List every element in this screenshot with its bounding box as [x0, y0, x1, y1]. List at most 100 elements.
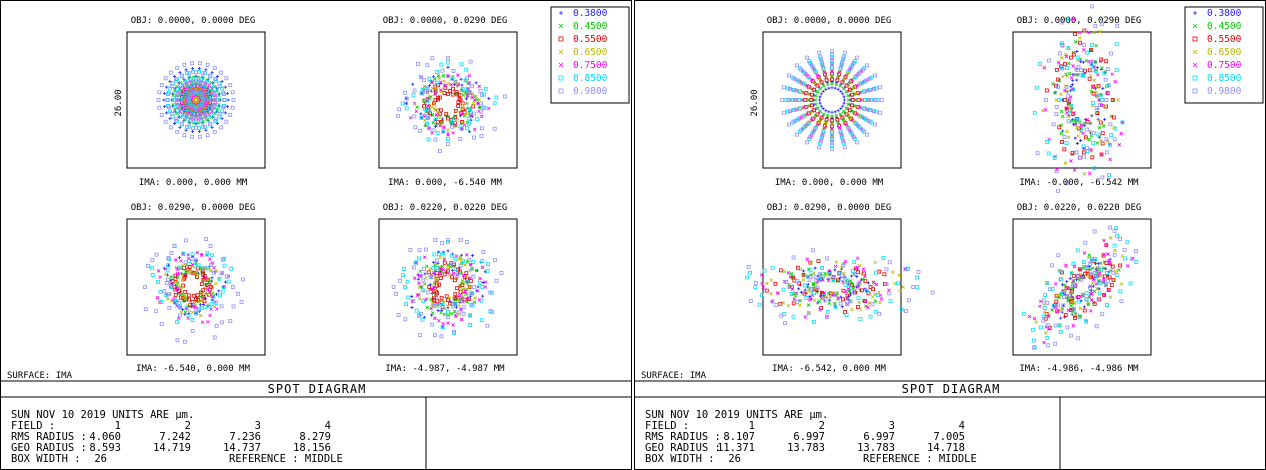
spot-point-w6-14 — [440, 325, 445, 330]
spot-point-w5-41 — [464, 253, 469, 257]
spot-point-w7-11 — [194, 310, 198, 315]
spot-point-w6-38 — [1090, 42, 1094, 47]
spot-point-w7-36 — [831, 276, 836, 280]
spot-point-w1-9 — [824, 109, 828, 113]
spot-point-w6-22 — [158, 289, 163, 294]
spot-point-w6-66 — [818, 54, 823, 59]
spot-point-w6-22 — [404, 106, 409, 111]
spot-point-w5-43 — [830, 63, 834, 68]
spot-point-w5-11 — [453, 313, 458, 317]
spot-point-w6-16 — [791, 314, 796, 319]
spot-point-w4-16 — [1078, 306, 1083, 311]
spot-point-w1-10 — [821, 107, 825, 111]
spot-point-w2-20 — [834, 82, 839, 87]
spot-point-w7-38 — [449, 261, 454, 266]
spot-point-w7-2 — [202, 102, 207, 107]
spot-point-w7-7 — [830, 134, 834, 139]
spot-point-w1-31 — [178, 256, 182, 260]
spot-point-w1-69 — [163, 105, 167, 109]
spot-point-w6-48 — [188, 77, 193, 82]
footer-reference: REFERENCE : MIDDLE — [863, 453, 977, 465]
spot-point-w6-4 — [468, 110, 473, 115]
footer-geo-label: GEO RADIUS : — [11, 442, 87, 454]
spot-point-w7-26 — [397, 278, 402, 283]
spot-point-w2-6 — [1117, 268, 1121, 272]
spot-point-w6-12 — [200, 94, 205, 99]
spot-point-w2-73 — [175, 84, 179, 89]
spot-point-w7-26 — [146, 263, 150, 268]
spot-point-w6-1 — [915, 285, 920, 289]
spot-point-w7-2 — [1098, 103, 1103, 107]
spot-point-w6-20 — [757, 302, 762, 307]
spot-point-w3-31 — [796, 265, 800, 270]
spot-point-w7-44 — [241, 277, 245, 282]
spot-point-w1-61 — [204, 128, 208, 132]
spot-point-w6-45 — [915, 275, 919, 280]
spot-point-w7-3 — [469, 291, 474, 296]
spot-point-w4-9 — [1088, 129, 1093, 134]
spot-point-w2-40 — [458, 255, 463, 260]
spot-point-w3-4 — [844, 112, 849, 117]
spot-point-w2-25 — [1053, 90, 1057, 95]
spot-point-w3-26 — [1054, 83, 1058, 88]
spot-point-w7-3 — [1095, 273, 1100, 277]
spot-point-w7-35 — [194, 258, 199, 263]
legend-marker-2 — [1192, 23, 1198, 29]
spot-point-w7-9 — [189, 90, 194, 94]
spot-point-w6-15 — [1084, 319, 1088, 324]
spot-point-w4-40 — [1088, 74, 1093, 78]
box-scale-label: 26.00 — [750, 89, 760, 116]
spot-point-w6-11 — [1085, 149, 1090, 153]
spot-point-w3-46 — [1088, 275, 1093, 280]
spot-point-w5-1 — [483, 285, 488, 289]
spot-point-w7-32 — [791, 255, 796, 260]
spot-point-w3-44 — [204, 282, 209, 287]
spot-point-w7-10 — [844, 301, 849, 306]
spot-point-w7-4 — [1108, 122, 1113, 127]
spot-point-w3-28 — [791, 275, 796, 280]
spot-point-w4-25 — [417, 285, 422, 289]
spot-point-w7-22 — [397, 107, 402, 112]
spot-point-w3-38 — [836, 278, 841, 283]
spot-point-w6-22 — [759, 292, 764, 297]
spot-point-w5-2 — [858, 105, 862, 110]
spot-point-w1-8 — [827, 110, 831, 114]
spot-point-w4-15 — [179, 310, 184, 314]
spot-point-w1-15 — [1082, 305, 1086, 309]
legend-label-5: 0.7500 — [1207, 60, 1242, 71]
spot-point-w3-33 — [437, 271, 442, 275]
spot-point-w3-23 — [1066, 101, 1071, 106]
spot-point-w4-8 — [857, 300, 862, 305]
spot-point-w7-70 — [156, 98, 161, 102]
spot-point-w5-46 — [1105, 91, 1109, 96]
spot-point-w6-28 — [401, 267, 406, 271]
spot-point-w7-18 — [167, 305, 172, 310]
spot-point-w2-33 — [441, 73, 446, 78]
spot-point-w5-25 — [865, 98, 869, 102]
spot-point-w5-7 — [1108, 157, 1112, 162]
spot-point-w5-6 — [837, 125, 842, 130]
spot-point-w3-6 — [201, 294, 206, 299]
spot-point-w6-1 — [221, 285, 226, 289]
spot-point-w6-36 — [459, 62, 464, 67]
spot-point-w7-67 — [163, 119, 168, 124]
spot-point-w3-10 — [1106, 288, 1111, 292]
spot-point-w5-29 — [786, 271, 791, 275]
spot-point-w4-12 — [1082, 172, 1087, 176]
footer-field-3: 3 — [255, 420, 261, 432]
spot-point-w3-20 — [1063, 313, 1068, 317]
spot-point-w7-68 — [159, 113, 164, 117]
spot-point-w7-36 — [440, 241, 445, 245]
spot-point-w2-19 — [425, 305, 430, 310]
spot-point-w6-13 — [825, 309, 830, 314]
spot-point-w7-57 — [805, 140, 810, 145]
spot-point-w4-14 — [806, 91, 810, 96]
footer-box-width: 26 — [94, 453, 107, 465]
spot-point-w5-34 — [826, 278, 831, 283]
spot-point-w4-3 — [851, 110, 856, 115]
spot-point-w7-49 — [879, 98, 884, 102]
spot-point-w4-31 — [798, 267, 803, 272]
spot-point-w7-77 — [190, 61, 194, 66]
spot-point-w4-42 — [1092, 78, 1097, 83]
spot-point-w1-45 — [1101, 87, 1105, 91]
